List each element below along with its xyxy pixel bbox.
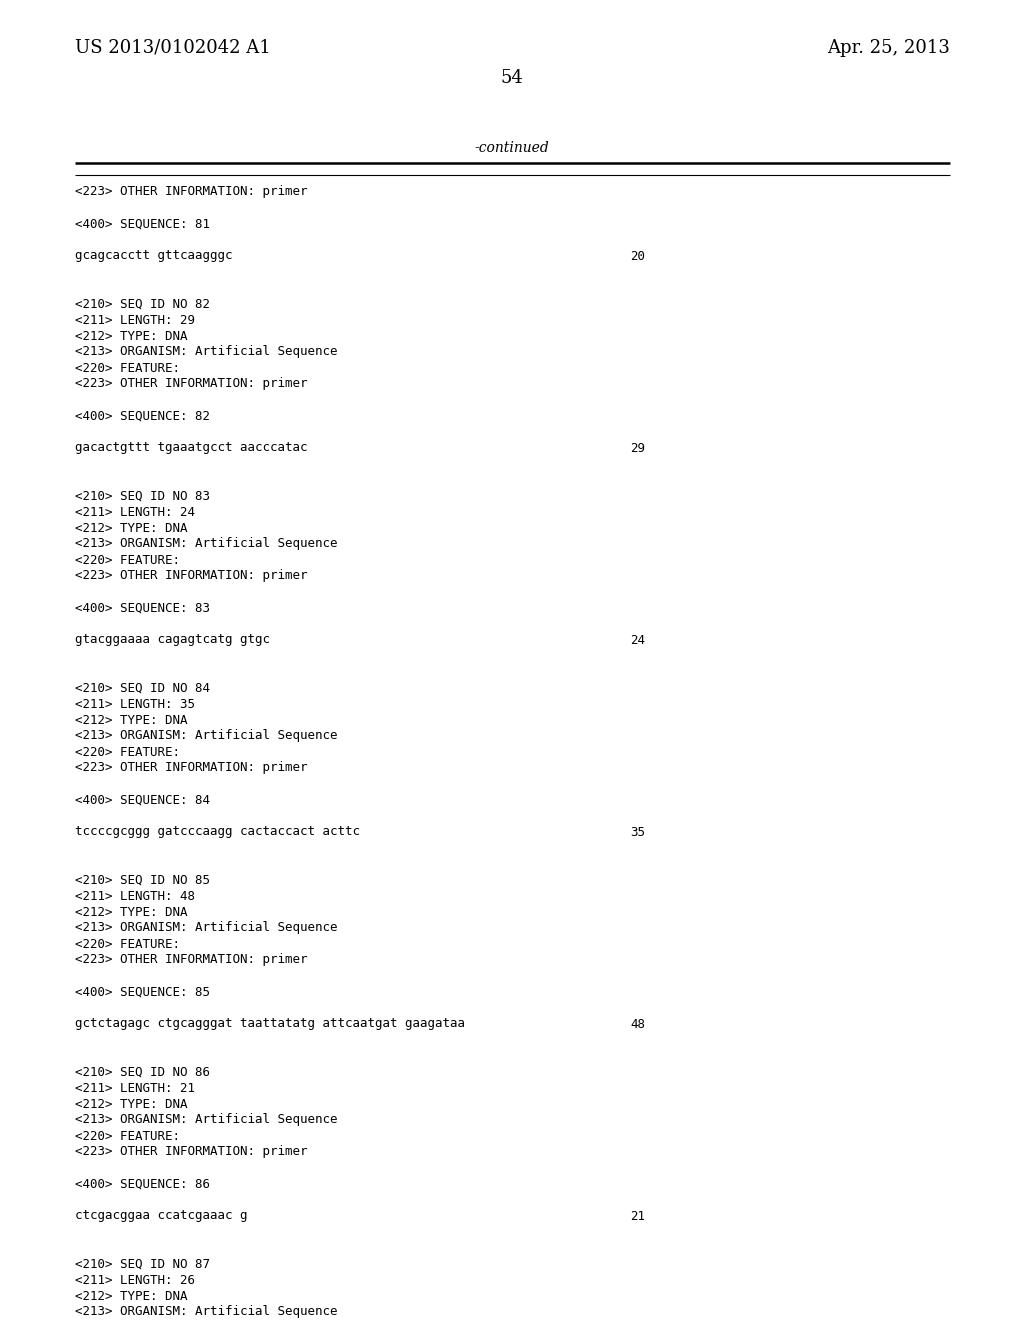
Text: Apr. 25, 2013: Apr. 25, 2013 bbox=[827, 40, 950, 57]
Text: <400> SEQUENCE: 85: <400> SEQUENCE: 85 bbox=[75, 986, 210, 998]
Text: <212> TYPE: DNA: <212> TYPE: DNA bbox=[75, 1097, 187, 1110]
Text: <210> SEQ ID NO 83: <210> SEQ ID NO 83 bbox=[75, 490, 210, 503]
Text: <210> SEQ ID NO 86: <210> SEQ ID NO 86 bbox=[75, 1065, 210, 1078]
Text: 24: 24 bbox=[630, 634, 645, 647]
Text: <223> OTHER INFORMATION: primer: <223> OTHER INFORMATION: primer bbox=[75, 762, 307, 775]
Text: <213> ORGANISM: Artificial Sequence: <213> ORGANISM: Artificial Sequence bbox=[75, 1305, 338, 1319]
Text: 35: 35 bbox=[630, 825, 645, 838]
Text: <213> ORGANISM: Artificial Sequence: <213> ORGANISM: Artificial Sequence bbox=[75, 921, 338, 935]
Text: 54: 54 bbox=[501, 69, 523, 87]
Text: <213> ORGANISM: Artificial Sequence: <213> ORGANISM: Artificial Sequence bbox=[75, 346, 338, 359]
Text: <213> ORGANISM: Artificial Sequence: <213> ORGANISM: Artificial Sequence bbox=[75, 1114, 338, 1126]
Text: <211> LENGTH: 48: <211> LENGTH: 48 bbox=[75, 890, 195, 903]
Text: gcagcacctt gttcaagggc: gcagcacctt gttcaagggc bbox=[75, 249, 232, 263]
Text: -continued: -continued bbox=[475, 141, 549, 154]
Text: <211> LENGTH: 29: <211> LENGTH: 29 bbox=[75, 314, 195, 326]
Text: <220> FEATURE:: <220> FEATURE: bbox=[75, 746, 180, 759]
Text: <210> SEQ ID NO 82: <210> SEQ ID NO 82 bbox=[75, 297, 210, 310]
Text: gacactgttt tgaaatgcct aacccatac: gacactgttt tgaaatgcct aacccatac bbox=[75, 441, 307, 454]
Text: gtacggaaaa cagagtcatg gtgc: gtacggaaaa cagagtcatg gtgc bbox=[75, 634, 270, 647]
Text: <212> TYPE: DNA: <212> TYPE: DNA bbox=[75, 521, 187, 535]
Text: <400> SEQUENCE: 86: <400> SEQUENCE: 86 bbox=[75, 1177, 210, 1191]
Text: <211> LENGTH: 24: <211> LENGTH: 24 bbox=[75, 506, 195, 519]
Text: <220> FEATURE:: <220> FEATURE: bbox=[75, 937, 180, 950]
Text: <400> SEQUENCE: 83: <400> SEQUENCE: 83 bbox=[75, 602, 210, 615]
Text: <223> OTHER INFORMATION: primer: <223> OTHER INFORMATION: primer bbox=[75, 953, 307, 966]
Text: <213> ORGANISM: Artificial Sequence: <213> ORGANISM: Artificial Sequence bbox=[75, 537, 338, 550]
Text: <400> SEQUENCE: 82: <400> SEQUENCE: 82 bbox=[75, 409, 210, 422]
Text: <212> TYPE: DNA: <212> TYPE: DNA bbox=[75, 330, 187, 342]
Text: <220> FEATURE:: <220> FEATURE: bbox=[75, 362, 180, 375]
Text: <210> SEQ ID NO 85: <210> SEQ ID NO 85 bbox=[75, 874, 210, 887]
Text: <223> OTHER INFORMATION: primer: <223> OTHER INFORMATION: primer bbox=[75, 569, 307, 582]
Text: <211> LENGTH: 21: <211> LENGTH: 21 bbox=[75, 1081, 195, 1094]
Text: <210> SEQ ID NO 87: <210> SEQ ID NO 87 bbox=[75, 1258, 210, 1270]
Text: tccccgcggg gatcccaagg cactaccact acttc: tccccgcggg gatcccaagg cactaccact acttc bbox=[75, 825, 360, 838]
Text: <220> FEATURE:: <220> FEATURE: bbox=[75, 1130, 180, 1143]
Text: <211> LENGTH: 26: <211> LENGTH: 26 bbox=[75, 1274, 195, 1287]
Text: 20: 20 bbox=[630, 249, 645, 263]
Text: gctctagagc ctgcagggat taattatatg attcaatgat gaagataa: gctctagagc ctgcagggat taattatatg attcaat… bbox=[75, 1018, 465, 1031]
Text: <223> OTHER INFORMATION: primer: <223> OTHER INFORMATION: primer bbox=[75, 378, 307, 391]
Text: <400> SEQUENCE: 84: <400> SEQUENCE: 84 bbox=[75, 793, 210, 807]
Text: <400> SEQUENCE: 81: <400> SEQUENCE: 81 bbox=[75, 218, 210, 231]
Text: 48: 48 bbox=[630, 1018, 645, 1031]
Text: <212> TYPE: DNA: <212> TYPE: DNA bbox=[75, 1290, 187, 1303]
Text: <213> ORGANISM: Artificial Sequence: <213> ORGANISM: Artificial Sequence bbox=[75, 730, 338, 742]
Text: <211> LENGTH: 35: <211> LENGTH: 35 bbox=[75, 697, 195, 710]
Text: <212> TYPE: DNA: <212> TYPE: DNA bbox=[75, 906, 187, 919]
Text: ctcgacggaa ccatcgaaac g: ctcgacggaa ccatcgaaac g bbox=[75, 1209, 248, 1222]
Text: 29: 29 bbox=[630, 441, 645, 454]
Text: <210> SEQ ID NO 84: <210> SEQ ID NO 84 bbox=[75, 681, 210, 694]
Text: <223> OTHER INFORMATION: primer: <223> OTHER INFORMATION: primer bbox=[75, 186, 307, 198]
Text: US 2013/0102042 A1: US 2013/0102042 A1 bbox=[75, 40, 270, 57]
Text: <212> TYPE: DNA: <212> TYPE: DNA bbox=[75, 714, 187, 726]
Text: <223> OTHER INFORMATION: primer: <223> OTHER INFORMATION: primer bbox=[75, 1146, 307, 1159]
Text: 21: 21 bbox=[630, 1209, 645, 1222]
Text: <220> FEATURE:: <220> FEATURE: bbox=[75, 553, 180, 566]
